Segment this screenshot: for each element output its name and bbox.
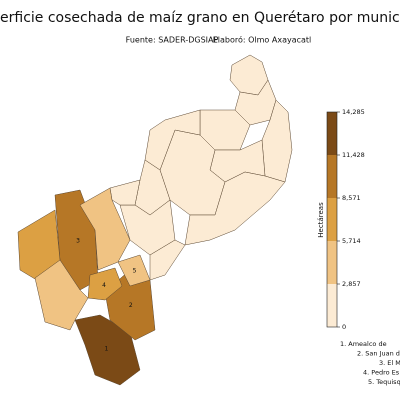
region-label: 3 — [76, 237, 80, 244]
subtitle: Elaboró: Olmo Axayacatl — [213, 35, 312, 45]
note: 1. Amealco de — [340, 340, 387, 348]
municipality — [87, 267, 123, 301]
colorbar-tick-label: 5,714 — [342, 237, 361, 245]
colorbar-swatch — [327, 241, 337, 284]
subtitle: Fuente: SADER-DGSIAP — [126, 36, 219, 45]
municipality — [109, 179, 141, 206]
colorbar-swatch — [327, 155, 337, 198]
region-label: 1 — [105, 345, 109, 352]
colorbar-swatch — [327, 284, 337, 327]
colorbar-tick-label: 11,428 — [342, 151, 365, 159]
municipality — [144, 109, 201, 171]
map-title: erficie cosechada de maíz grano en Queré… — [0, 10, 400, 26]
municipality — [117, 254, 151, 287]
region-label: 5 — [133, 267, 137, 274]
colorbar-label: Hectáreas — [317, 202, 325, 238]
note: 5. Tequisq — [368, 378, 400, 386]
note: 4. Pedro Es — [363, 369, 400, 377]
colorbar-frame — [326, 111, 338, 328]
municipality — [119, 199, 176, 256]
colorbar-swatch — [327, 112, 337, 155]
region-label: 4 — [102, 282, 106, 289]
colorbar-tick-label: 8,571 — [342, 194, 361, 202]
colorbar-tick-label: 2,857 — [342, 280, 361, 288]
note: 3. El M — [379, 359, 400, 367]
note: 2. San Juan d — [357, 350, 400, 358]
municipality — [184, 171, 286, 246]
colorbar-swatch — [327, 198, 337, 241]
colorbar-tick-label: 0 — [342, 323, 346, 331]
municipality — [79, 187, 131, 271]
colorbar-tick-label: 14,285 — [342, 108, 365, 116]
municipality — [74, 314, 141, 386]
municipality — [149, 239, 186, 281]
region-label: 2 — [129, 302, 133, 309]
municipality — [34, 259, 89, 331]
